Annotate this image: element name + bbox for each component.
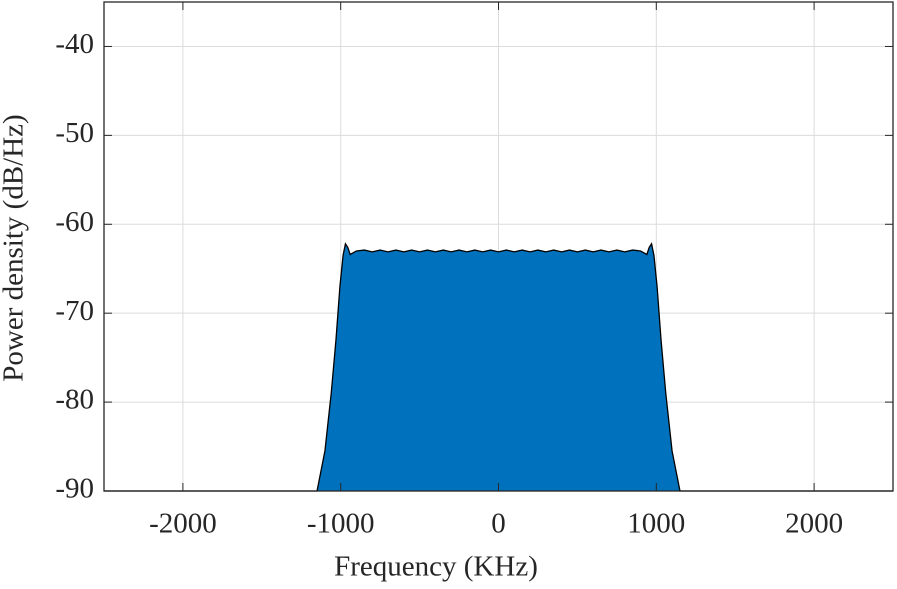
y-tick-label: -50 [55,117,94,149]
y-tick-label: -90 [55,473,94,505]
x-tick-label: 0 [491,508,506,540]
x-tick-label: 2000 [785,508,843,540]
area-line [104,242,893,492]
x-tick-label: -1000 [307,508,375,540]
y-tick-label: -40 [55,28,94,60]
x-axis-label: Frequency (KHz) [334,551,538,583]
y-axis-label: Power density (dB/Hz) [0,114,30,381]
y-tick-label: -80 [55,384,94,416]
y-tick-label: -60 [55,206,94,238]
y-tick-label: -70 [55,295,94,327]
area-fill [104,243,893,491]
x-tick-label: 1000 [627,508,685,540]
x-tick-label: -2000 [149,508,217,540]
